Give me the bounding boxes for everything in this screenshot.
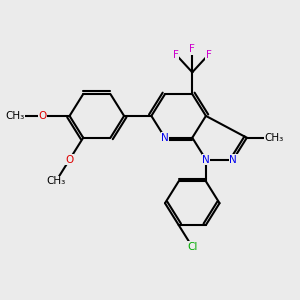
Text: Cl: Cl bbox=[187, 242, 197, 252]
Text: CH₃: CH₃ bbox=[5, 111, 25, 121]
Text: N: N bbox=[202, 154, 210, 164]
Text: CH₃: CH₃ bbox=[265, 133, 284, 143]
Text: N: N bbox=[229, 154, 237, 164]
Text: F: F bbox=[173, 50, 179, 59]
Text: F: F bbox=[189, 44, 195, 54]
Text: O: O bbox=[38, 111, 46, 121]
Text: CH₃: CH₃ bbox=[265, 133, 284, 143]
Text: O: O bbox=[65, 154, 74, 164]
Text: F: F bbox=[206, 50, 211, 59]
Text: N: N bbox=[161, 133, 169, 143]
Text: CH₃: CH₃ bbox=[46, 176, 65, 186]
